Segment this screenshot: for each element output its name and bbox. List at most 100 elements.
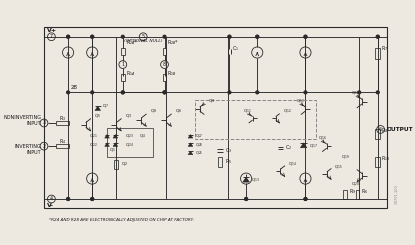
Circle shape	[304, 35, 307, 38]
Circle shape	[304, 35, 307, 38]
Text: 7: 7	[50, 34, 53, 39]
Polygon shape	[105, 135, 110, 138]
Text: C$_2$: C$_2$	[285, 144, 292, 152]
Text: Q$_5$: Q$_5$	[94, 113, 101, 120]
Text: V-: V-	[47, 203, 54, 208]
Polygon shape	[188, 151, 193, 155]
Text: Q$_{18}$: Q$_{18}$	[351, 90, 360, 97]
Polygon shape	[188, 135, 193, 138]
Polygon shape	[95, 106, 100, 110]
Text: Q$_{17}$: Q$_{17}$	[309, 143, 318, 150]
Circle shape	[91, 198, 94, 200]
Text: G0701-100: G0701-100	[394, 184, 398, 204]
Bar	[115, 160, 118, 169]
Circle shape	[122, 91, 124, 94]
Circle shape	[376, 35, 379, 38]
Circle shape	[228, 35, 231, 38]
Bar	[218, 157, 222, 167]
Text: R$_{2A}$*: R$_{2A}$*	[126, 38, 138, 47]
Text: R$_{1B}$: R$_{1B}$	[167, 69, 177, 78]
Circle shape	[163, 35, 166, 38]
Text: Q$_{19}$: Q$_{19}$	[341, 154, 349, 161]
Circle shape	[256, 91, 259, 94]
Circle shape	[376, 35, 379, 38]
Text: Q$_{14}$: Q$_{14}$	[288, 161, 297, 168]
Text: Q$_{12}$: Q$_{12}$	[283, 108, 292, 115]
Circle shape	[256, 35, 259, 38]
Circle shape	[67, 198, 69, 200]
Text: Q$_{10}$: Q$_{10}$	[296, 98, 305, 105]
Text: *R24 AND R28 ARE ELECTRONICALLY ADJUSTED ON CHIP AT FACTORY.: *R24 AND R28 ARE ELECTRONICALLY ADJUSTED…	[49, 218, 194, 222]
Polygon shape	[188, 143, 193, 146]
Text: 1: 1	[121, 62, 124, 67]
Text: 3: 3	[42, 121, 46, 125]
Text: Q$_{21}$: Q$_{21}$	[89, 133, 98, 140]
Text: Q$_{22}$: Q$_{22}$	[89, 142, 98, 149]
Text: Q$_1$: Q$_1$	[109, 147, 116, 154]
Text: Q$_{16}$: Q$_{16}$	[317, 135, 326, 142]
Text: Q$_{25}$: Q$_{25}$	[195, 150, 203, 157]
Text: Q$_8$: Q$_8$	[150, 108, 157, 115]
Text: R$_7$: R$_7$	[381, 44, 388, 53]
Circle shape	[67, 91, 69, 94]
Circle shape	[228, 35, 231, 38]
Bar	[376, 157, 380, 167]
Circle shape	[376, 91, 379, 94]
Circle shape	[91, 198, 94, 200]
Circle shape	[67, 35, 69, 38]
Text: R$_{2B}$*: R$_{2B}$*	[167, 38, 179, 47]
Text: R$_{10}$: R$_{10}$	[381, 154, 391, 163]
Circle shape	[122, 91, 124, 94]
Text: Q$_{13}$: Q$_{13}$	[251, 177, 259, 184]
Circle shape	[67, 198, 69, 200]
Bar	[376, 129, 380, 139]
Text: NONINVERTING
INPUT: NONINVERTING INPUT	[3, 115, 41, 126]
Text: Q$_9$: Q$_9$	[208, 98, 215, 105]
Bar	[56, 121, 69, 125]
Polygon shape	[243, 177, 249, 182]
Text: 8: 8	[163, 62, 166, 67]
Circle shape	[67, 35, 69, 38]
Text: 4: 4	[50, 196, 53, 201]
Circle shape	[91, 91, 94, 94]
Text: Q$_{23}$: Q$_{23}$	[124, 133, 133, 140]
Polygon shape	[113, 143, 118, 146]
Polygon shape	[113, 135, 118, 138]
Text: Q$_{24}$: Q$_{24}$	[124, 142, 134, 149]
Text: (OPTIONAL NULL): (OPTIONAL NULL)	[124, 39, 163, 43]
Bar	[163, 48, 166, 55]
Text: Q$_{28}$: Q$_{28}$	[195, 142, 204, 149]
Text: OUTPUT: OUTPUT	[387, 127, 414, 132]
Text: R$_9$: R$_9$	[349, 187, 356, 196]
Text: R$_6$: R$_6$	[361, 187, 369, 196]
Text: Q$_{20}$: Q$_{20}$	[351, 181, 360, 188]
Circle shape	[304, 91, 307, 94]
Text: Q$_2$: Q$_2$	[121, 161, 128, 168]
Circle shape	[163, 91, 166, 94]
Polygon shape	[105, 143, 110, 146]
Circle shape	[245, 198, 247, 200]
Text: Q$_{11}$: Q$_{11}$	[243, 108, 252, 115]
Bar	[56, 144, 69, 148]
Text: INVERTING
INPUT: INVERTING INPUT	[15, 145, 41, 155]
Circle shape	[122, 35, 124, 38]
Text: C$_3$: C$_3$	[225, 146, 232, 155]
Bar	[356, 190, 359, 198]
Circle shape	[245, 198, 247, 200]
Bar	[376, 48, 380, 59]
Text: Q$_{15}$: Q$_{15}$	[334, 164, 343, 171]
Text: R$_8$: R$_8$	[381, 126, 389, 135]
Text: R$_4$: R$_4$	[59, 137, 66, 146]
Text: Q$_{27}$: Q$_{27}$	[195, 133, 204, 140]
Bar	[121, 48, 124, 55]
Text: R$_5$: R$_5$	[225, 158, 232, 166]
Bar	[344, 190, 347, 198]
Text: 2: 2	[42, 144, 46, 149]
Text: C$_1$: C$_1$	[232, 44, 239, 53]
Text: Q$_7$: Q$_7$	[103, 103, 109, 110]
Text: 2B: 2B	[71, 85, 78, 90]
Circle shape	[91, 35, 94, 38]
Circle shape	[91, 35, 94, 38]
Polygon shape	[300, 143, 307, 148]
Text: R$_3$: R$_3$	[59, 114, 66, 123]
